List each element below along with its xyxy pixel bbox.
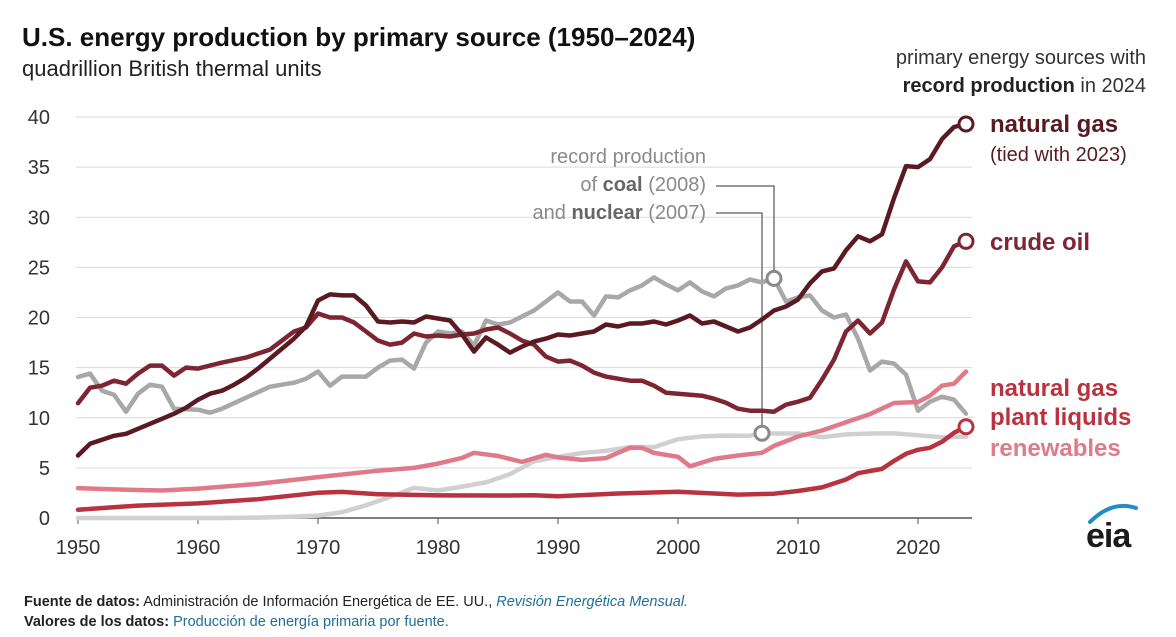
record-marker-nuclear [753, 424, 771, 442]
label-renewables: renewables [990, 435, 1121, 462]
annotation-coal: coal [602, 174, 643, 196]
record-marker-crude-oil [957, 232, 975, 250]
series-line-nuclear [75, 430, 969, 521]
eia-logo-swoosh [1088, 503, 1138, 524]
x-tick-label-1970: 1970 [296, 537, 341, 559]
label-natural-gas-note: (tied with 2023) [990, 144, 1127, 166]
series-line-renewables [75, 369, 969, 493]
y-tick-label-40: 40 [28, 107, 50, 129]
annotation-and: and [532, 202, 566, 224]
record-note-bold: record production [902, 75, 1075, 97]
footer-values-link[interactable]: Producción de energía primaria por fuent… [173, 614, 449, 630]
leader-coal [716, 185, 775, 271]
record-marker-natural-gas [957, 115, 975, 133]
y-tick-label-5: 5 [39, 458, 50, 480]
footer-values-label: Valores de los datos: [24, 614, 170, 630]
record-marker-coal [765, 269, 783, 287]
x-tick-label-2020: 2020 [896, 537, 941, 559]
label-ngpl-2: plant liquids [990, 404, 1132, 431]
record-note: primary energy sources with record produ… [896, 44, 1146, 100]
x-tick-label-2000: 2000 [656, 537, 701, 559]
x-tick-label-2010: 2010 [776, 537, 821, 559]
annotation-nuclear-year: (2007) [648, 202, 706, 224]
footer-values: Valores de los datos: Producción de ener… [24, 614, 449, 630]
x-tick-label-1980: 1980 [416, 537, 461, 559]
series-line-natural-gas-plant-liquids [75, 424, 969, 513]
y-tick-label-0: 0 [39, 508, 50, 530]
annotation-line1: record production [550, 146, 706, 168]
annotation-of: of [580, 174, 598, 196]
annotation-coal-year: (2008) [648, 174, 706, 196]
y-tick-label-25: 25 [28, 257, 50, 279]
y-tick-label-10: 10 [28, 408, 50, 430]
label-ngpl-1: natural gas [990, 375, 1119, 402]
eia-logo: eia [1086, 517, 1131, 555]
chart-subtitle: quadrillion British thermal units [22, 56, 322, 81]
label-natural-gas: natural gas [990, 111, 1119, 138]
footer-source: Fuente de datos: Administración de Infor… [24, 594, 688, 610]
y-tick-label-30: 30 [28, 207, 50, 229]
chart-title: U.S. energy production by primary source… [22, 22, 696, 52]
footer-source-text: Administración de Información Energética… [143, 594, 493, 610]
annotation-nuclear: nuclear [571, 202, 643, 224]
record-note-line1: primary energy sources with [895, 47, 1146, 69]
x-tick-label-1950: 1950 [56, 537, 101, 559]
record-note-line2: record production in 2024 [896, 72, 1146, 100]
y-tick-label-15: 15 [28, 358, 50, 380]
series-line-coal [75, 275, 969, 416]
annotation-line2: of coal (2008) [580, 174, 706, 197]
series-line-crude-oil [75, 239, 969, 414]
footer-source-label: Fuente de datos: [24, 594, 141, 610]
y-tick-label-20: 20 [28, 308, 50, 330]
record-note-tail: in 2024 [1080, 75, 1146, 97]
footer-source-link[interactable]: Revisión Energética Mensual. [496, 594, 689, 610]
y-tick-label-35: 35 [28, 157, 50, 179]
leader-nuclear [716, 212, 763, 426]
series-line-natural-gas [75, 121, 969, 458]
record-marker-natural-gas-plant-liquids [957, 418, 975, 436]
annotation-line3: and nuclear (2007) [533, 202, 706, 225]
label-crude-oil: crude oil [990, 229, 1091, 256]
x-tick-label-1990: 1990 [536, 537, 581, 559]
x-tick-label-1960: 1960 [176, 537, 221, 559]
